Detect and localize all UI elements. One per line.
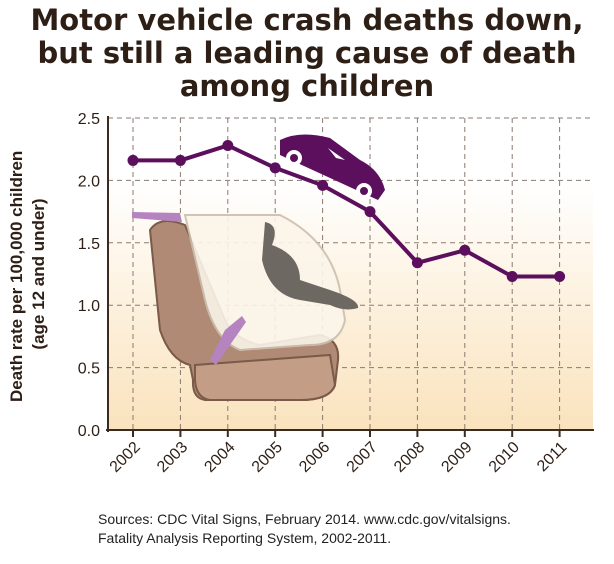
- y-axis-label-line: Death rate per 100,000 children: [7, 151, 26, 402]
- data-point-2002: [127, 154, 139, 166]
- y-tick-label: 0.0: [78, 423, 100, 440]
- x-tick-label: 2005: [249, 439, 286, 476]
- data-point-2010: [506, 270, 518, 282]
- y-tick-label: 1.0: [78, 298, 100, 315]
- data-point-2011: [554, 270, 566, 282]
- title-line: among children: [179, 69, 435, 103]
- y-tick-label: 1.5: [78, 236, 100, 253]
- data-point-2003: [174, 154, 186, 166]
- x-tick-label: 2009: [438, 439, 475, 476]
- car-icon: [280, 134, 385, 200]
- x-tick-label: 2002: [107, 439, 144, 476]
- data-point-2004: [222, 139, 234, 151]
- title-line: but still a leading cause of death: [37, 36, 577, 70]
- x-tick-label: 2011: [534, 439, 570, 475]
- chart-title: Motor vehicle crash deaths down, but sti…: [0, 4, 614, 103]
- source-line: Sources: CDC Vital Signs, February 2014.…: [98, 511, 511, 527]
- data-point-2008: [411, 257, 423, 269]
- x-tick-label: 2006: [296, 439, 333, 476]
- x-tick-label: 2003: [154, 439, 191, 476]
- x-tick-label: 2010: [486, 439, 523, 476]
- y-tick-label: 0.5: [78, 361, 100, 378]
- child-car-seat-illustration: [132, 212, 359, 401]
- y-tick-label: 2.0: [78, 173, 100, 190]
- data-point-2009: [459, 244, 471, 256]
- y-axis-label-line: (age 12 and under): [29, 198, 48, 349]
- source-line: Fatality Analysis Reporting System, 2002…: [98, 530, 392, 546]
- title-line: Motor vehicle crash deaths down,: [30, 3, 584, 37]
- y-axis-label: Death rate per 100,000 children (age 12 …: [7, 146, 48, 402]
- x-tick-label: 2008: [391, 439, 428, 476]
- x-tick-label: 2007: [344, 439, 381, 476]
- series-line: [133, 143, 560, 279]
- y-tick-label: 2.5: [78, 111, 100, 128]
- data-point-2006: [317, 179, 329, 191]
- data-point-2007: [364, 206, 376, 218]
- sources: Sources: CDC Vital Signs, February 2014.…: [98, 510, 511, 548]
- x-tick-label: 2004: [201, 439, 238, 476]
- data-point-2005: [269, 162, 281, 174]
